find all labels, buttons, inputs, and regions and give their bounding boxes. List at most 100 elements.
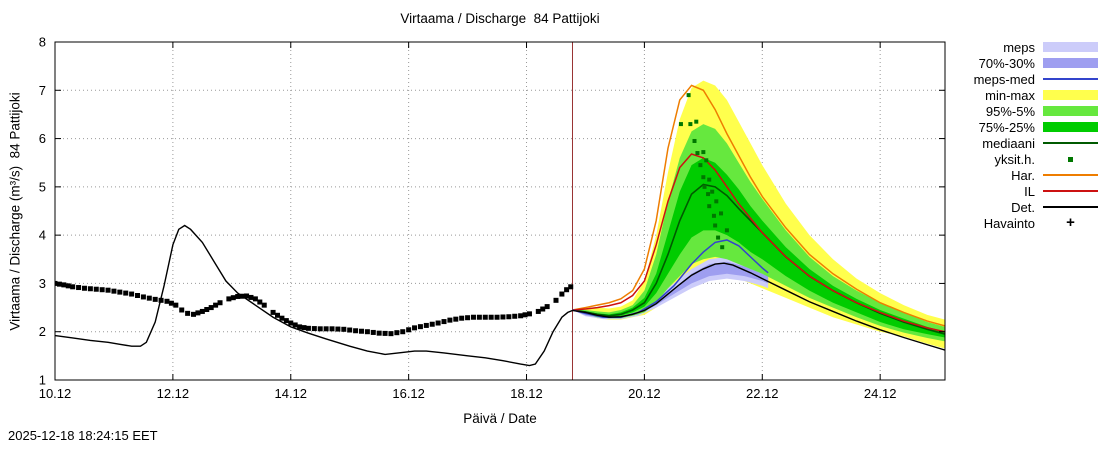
- legend-label: Har.: [1011, 167, 1035, 183]
- line-Har: [572, 84, 945, 327]
- marker-havainto: [406, 327, 412, 333]
- marker-havainto: [370, 329, 376, 335]
- marker-havainto: [441, 319, 447, 325]
- legend-item-det: Det.: [974, 199, 1098, 215]
- marker-havainto: [311, 326, 317, 332]
- marker-yksit-h: [688, 122, 693, 127]
- marker-havainto: [146, 295, 152, 301]
- marker-yksit-h: [694, 119, 699, 124]
- marker-havainto: [244, 293, 250, 299]
- marker-havainto: [353, 328, 359, 334]
- marker-havainto: [417, 324, 423, 330]
- marker-yksit-h: [701, 150, 706, 155]
- marker-havainto: [553, 297, 559, 303]
- legend-item-95-5: 95%-5%: [974, 103, 1098, 119]
- x-tick-label: 24.12: [864, 386, 897, 401]
- marker-yksit-h: [695, 151, 700, 156]
- marker-havainto: [453, 316, 459, 322]
- marker-havainto: [526, 311, 532, 317]
- marker-havainto: [56, 281, 62, 287]
- x-tick-label: 14.12: [274, 386, 307, 401]
- marker-havainto: [292, 322, 298, 328]
- plot-border: [54, 41, 946, 381]
- marker-yksit-h: [692, 138, 697, 143]
- x-tick-label: 10.12: [39, 386, 72, 401]
- legend-item-70-30: 70%-30%: [974, 55, 1098, 71]
- marker-havainto: [447, 317, 453, 323]
- marker-havainto: [65, 283, 71, 289]
- marker-havainto: [341, 326, 347, 332]
- marker-havainto: [208, 305, 214, 311]
- marker-havainto: [199, 308, 205, 314]
- marker-havainto: [261, 302, 267, 308]
- legend-label: meps-med: [973, 71, 1035, 87]
- marker-havainto: [364, 329, 370, 335]
- marker-havainto: [117, 289, 123, 295]
- marker-havainto: [135, 293, 141, 298]
- x-tick-label: 16.12: [392, 386, 425, 401]
- legend-item-min-max: min-max: [974, 87, 1098, 103]
- y-tick-label: 8: [39, 35, 46, 50]
- legend-item-meps: meps: [974, 39, 1098, 55]
- marker-havainto: [99, 287, 105, 293]
- marker-havainto: [506, 314, 512, 320]
- y-tick-label: 6: [39, 131, 46, 146]
- marker-yksit-h: [698, 163, 703, 168]
- marker-havainto: [476, 314, 482, 320]
- band-75-25: [572, 157, 945, 338]
- marker-havainto: [568, 284, 574, 290]
- marker-havainto: [329, 326, 335, 332]
- legend-swatch-band: [1043, 89, 1098, 101]
- legend-label: min-max: [985, 87, 1035, 103]
- y-tick-label: 5: [39, 179, 46, 194]
- line-Det: [55, 224, 945, 367]
- legend-item-il: IL: [974, 183, 1098, 199]
- y-tick-label: 1: [39, 373, 46, 388]
- marker-yksit-h: [707, 177, 712, 182]
- marker-havainto: [297, 324, 303, 330]
- marker-yksit-h: [719, 211, 724, 216]
- marker-yksit-h: [706, 192, 711, 197]
- marker-havainto: [226, 296, 232, 302]
- legend-swatch-band: [1043, 57, 1098, 69]
- marker-havainto: [105, 287, 111, 293]
- x-tick-label: 20.12: [628, 386, 661, 401]
- marker-yksit-h: [710, 189, 715, 194]
- legend-swatch-line: [1043, 201, 1098, 213]
- marker-havainto: [512, 313, 518, 319]
- marker-havainto: [382, 330, 388, 336]
- marker-havainto: [540, 306, 546, 312]
- marker-havainto: [500, 314, 506, 320]
- marker-yksit-h: [686, 93, 691, 98]
- marker-havainto: [173, 302, 179, 308]
- legend-swatch-square: [1043, 153, 1098, 165]
- marker-havainto: [288, 320, 294, 326]
- y-tick-label: 4: [39, 228, 46, 243]
- x-axis-label: Päivä / Date: [463, 411, 537, 426]
- marker-havainto: [81, 285, 87, 291]
- marker-havainto: [87, 286, 93, 292]
- legend-label: meps: [1003, 39, 1035, 55]
- legend-swatch-band: [1043, 105, 1098, 117]
- legend-item-yksit-h: yksit.h.: [974, 151, 1098, 167]
- marker-havainto: [423, 322, 429, 328]
- marker-havainto: [376, 330, 382, 336]
- marker-havainto: [61, 282, 67, 288]
- timestamp: 2025-12-18 18:24:15 EET: [8, 428, 158, 443]
- marker-havainto: [429, 321, 435, 327]
- marker-havainto: [283, 318, 289, 324]
- marker-yksit-h: [724, 228, 729, 233]
- line-IL: [572, 153, 945, 333]
- legend-label: Havainto: [983, 215, 1035, 231]
- marker-havainto: [301, 325, 307, 331]
- marker-havainto: [279, 315, 285, 321]
- marker-havainto: [179, 307, 185, 313]
- marker-havainto: [248, 294, 254, 300]
- marker-havainto: [195, 310, 201, 316]
- marker-havainto: [252, 296, 258, 302]
- legend-label: 95%-5%: [985, 103, 1035, 119]
- marker-havainto: [235, 293, 241, 299]
- marker-yksit-h: [702, 184, 707, 189]
- marker-havainto: [412, 325, 418, 331]
